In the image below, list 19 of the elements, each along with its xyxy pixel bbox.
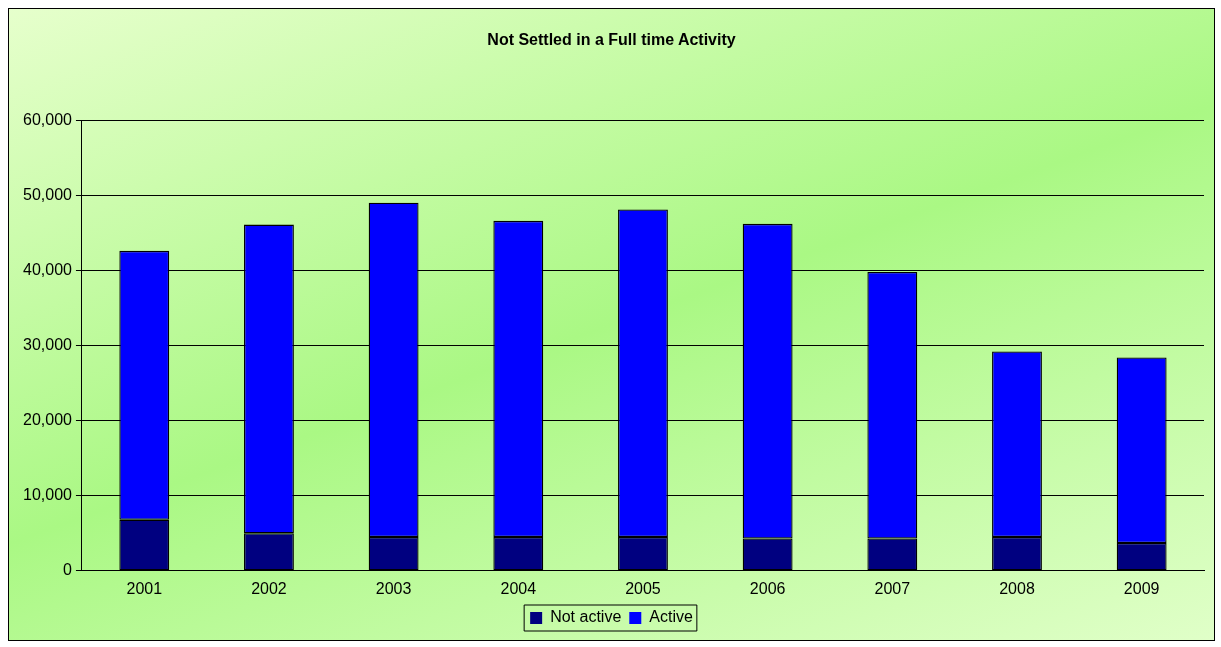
x-tick-label: 2003 [375, 579, 412, 597]
x-tick-label: 2001 [126, 579, 163, 597]
x-tick-label: 2004 [500, 579, 537, 597]
legend-label: Active [649, 608, 693, 626]
y-tick-label: 10,000 [23, 486, 73, 504]
y-tick-label: 20,000 [23, 411, 73, 429]
x-tick-label: 2006 [749, 579, 786, 597]
y-tick-label: 60,000 [23, 110, 73, 128]
y-tick-label: 0 [63, 561, 73, 579]
y-tick-label: 50,000 [23, 185, 73, 203]
x-tick-label: 2002 [251, 579, 287, 597]
x-tick-label: 2009 [1123, 579, 1160, 597]
x-tick-label: 2005 [625, 579, 661, 597]
x-tick-label: 2007 [874, 579, 911, 597]
y-tick-label: 30,000 [23, 335, 73, 353]
y-tick-label: 40,000 [23, 260, 73, 278]
legend-label: Not active [550, 608, 622, 626]
x-tick-label: 2008 [999, 579, 1035, 597]
chart-title: Not Settled in a Full time Activity [487, 31, 736, 49]
